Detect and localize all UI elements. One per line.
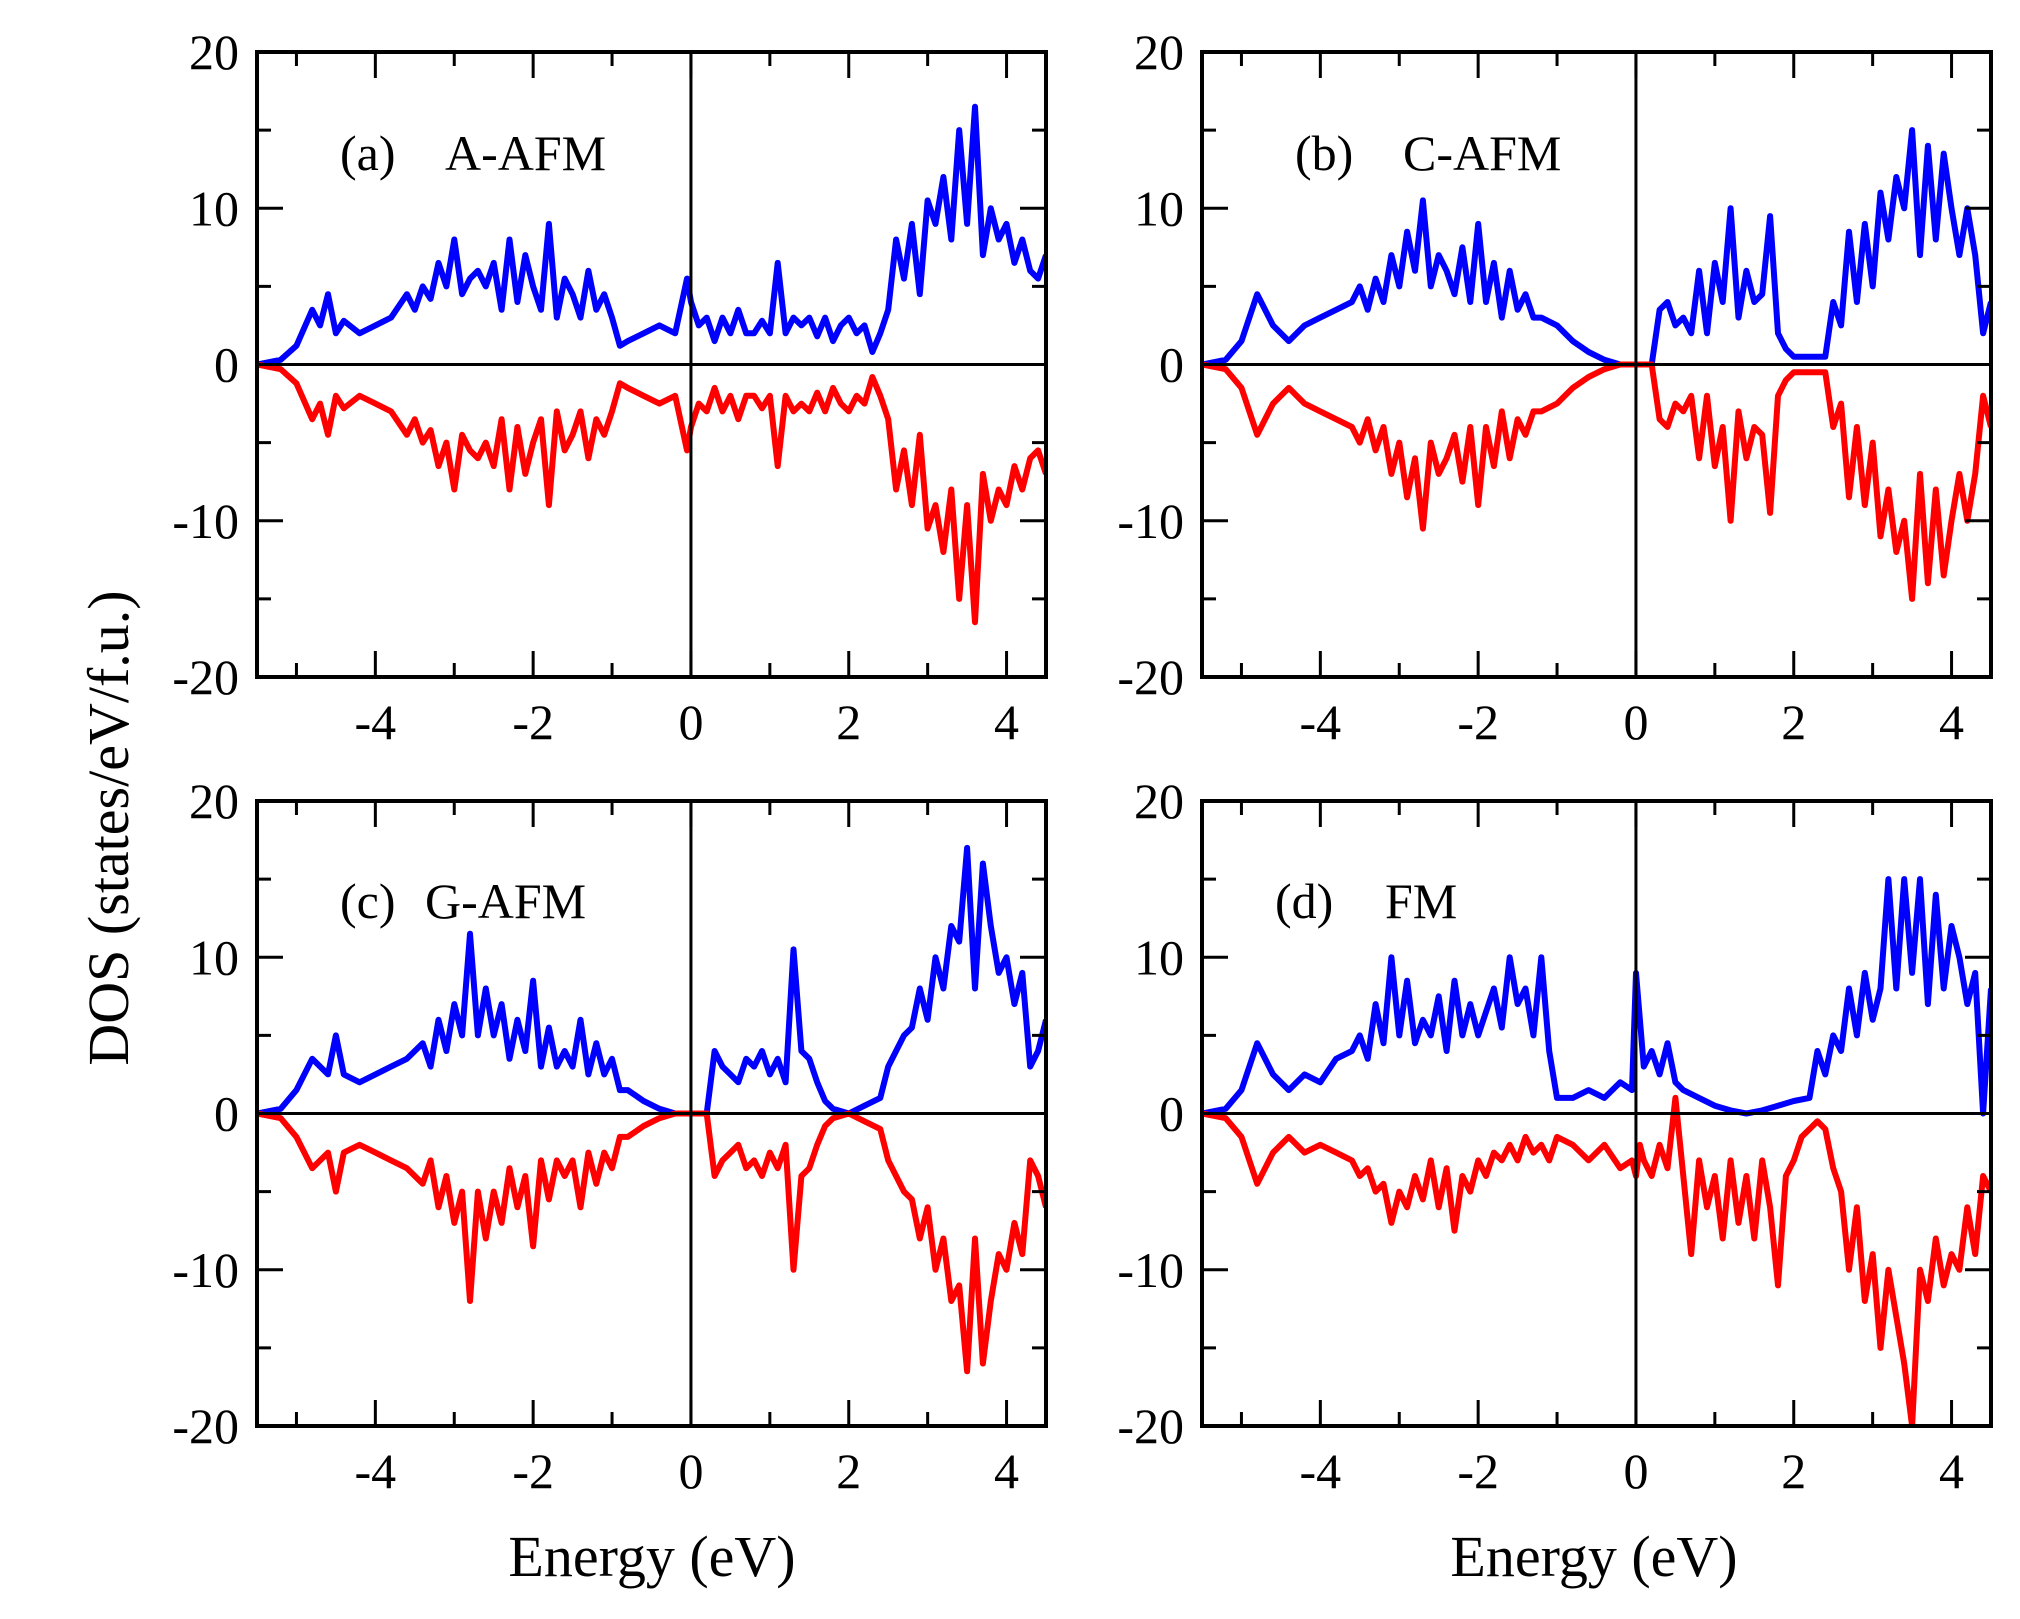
y-tick-label: 10 — [1134, 180, 1184, 236]
x-tick-label: 2 — [1781, 694, 1806, 750]
x-tick-label: 0 — [678, 694, 703, 750]
panel-letter-label: (d) — [1275, 873, 1333, 929]
x-tick-label: 4 — [994, 694, 1019, 750]
panel-letter-label: (b) — [1295, 125, 1353, 181]
y-tick-label: 10 — [189, 929, 239, 985]
x-tick-label: -4 — [355, 1443, 397, 1499]
series-line-spin-up — [1202, 876, 1991, 1117]
y-tick-label: 20 — [189, 24, 239, 80]
panel-name-label: A-AFM — [445, 125, 606, 181]
series-line-spin-down — [257, 361, 1046, 626]
y-tick-label: -20 — [172, 649, 239, 705]
panel-letter-label: (c) — [340, 873, 396, 929]
y-axis-title: DOS (states/eV/f.u.) — [76, 590, 141, 1065]
x-tick-label: 0 — [1623, 1443, 1648, 1499]
series-group — [257, 103, 1046, 626]
x-tick-label: -4 — [1300, 694, 1342, 750]
y-tick-label: 0 — [214, 1086, 239, 1142]
x-tick-label: 4 — [1939, 1443, 1964, 1499]
series-line-spin-down — [257, 1110, 1046, 1375]
y-tick-label: 10 — [189, 180, 239, 236]
panel-name-label: C-AFM — [1403, 125, 1561, 181]
y-tick-label: -20 — [1117, 649, 1184, 705]
panel-name-label: FM — [1385, 873, 1457, 929]
y-tick-label: 20 — [1134, 773, 1184, 829]
y-tick-label: 0 — [1159, 337, 1184, 393]
x-tick-label: 2 — [836, 694, 861, 750]
y-tick-label: 10 — [1134, 929, 1184, 985]
x-tick-label: 0 — [1623, 694, 1648, 750]
y-tick-label: -10 — [172, 1242, 239, 1298]
y-tick-label: 0 — [1159, 1086, 1184, 1142]
series-group — [1202, 876, 1991, 1426]
y-tick-label: 20 — [189, 773, 239, 829]
series-group — [1202, 127, 1991, 602]
y-tick-label: 0 — [214, 337, 239, 393]
series-line-spin-down — [1202, 1094, 1991, 1426]
x-tick-label: 2 — [1781, 1443, 1806, 1499]
x-tick-label: -4 — [355, 694, 397, 750]
y-tick-label: -20 — [172, 1398, 239, 1454]
x-tick-label: 0 — [678, 1443, 703, 1499]
y-tick-label: -20 — [1117, 1398, 1184, 1454]
y-tick-label: -10 — [172, 493, 239, 549]
panel-name-label: G-AFM — [425, 873, 586, 929]
x-tick-label: -2 — [512, 694, 554, 750]
series-line-spin-up — [257, 103, 1046, 368]
y-tick-label: -10 — [1117, 1242, 1184, 1298]
x-tick-label: -2 — [512, 1443, 554, 1499]
y-tick-label: -10 — [1117, 493, 1184, 549]
x-tick-label: -4 — [1300, 1443, 1342, 1499]
panel-letter-label: (a) — [340, 125, 396, 181]
series-line-spin-down — [1202, 361, 1991, 602]
x-axis-title-left: Energy (eV) — [508, 1524, 795, 1589]
x-tick-label: -2 — [1457, 1443, 1499, 1499]
y-tick-label: 20 — [1134, 24, 1184, 80]
x-tick-label: 2 — [836, 1443, 861, 1499]
x-tick-label: -2 — [1457, 694, 1499, 750]
x-tick-label: 4 — [994, 1443, 1019, 1499]
series-line-spin-up — [1202, 127, 1991, 368]
x-axis-title-right: Energy (eV) — [1450, 1524, 1737, 1589]
x-tick-label: 4 — [1939, 694, 1964, 750]
